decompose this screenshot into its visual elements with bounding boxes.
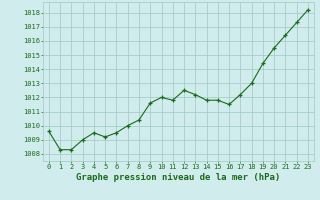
X-axis label: Graphe pression niveau de la mer (hPa): Graphe pression niveau de la mer (hPa)	[76, 173, 281, 182]
